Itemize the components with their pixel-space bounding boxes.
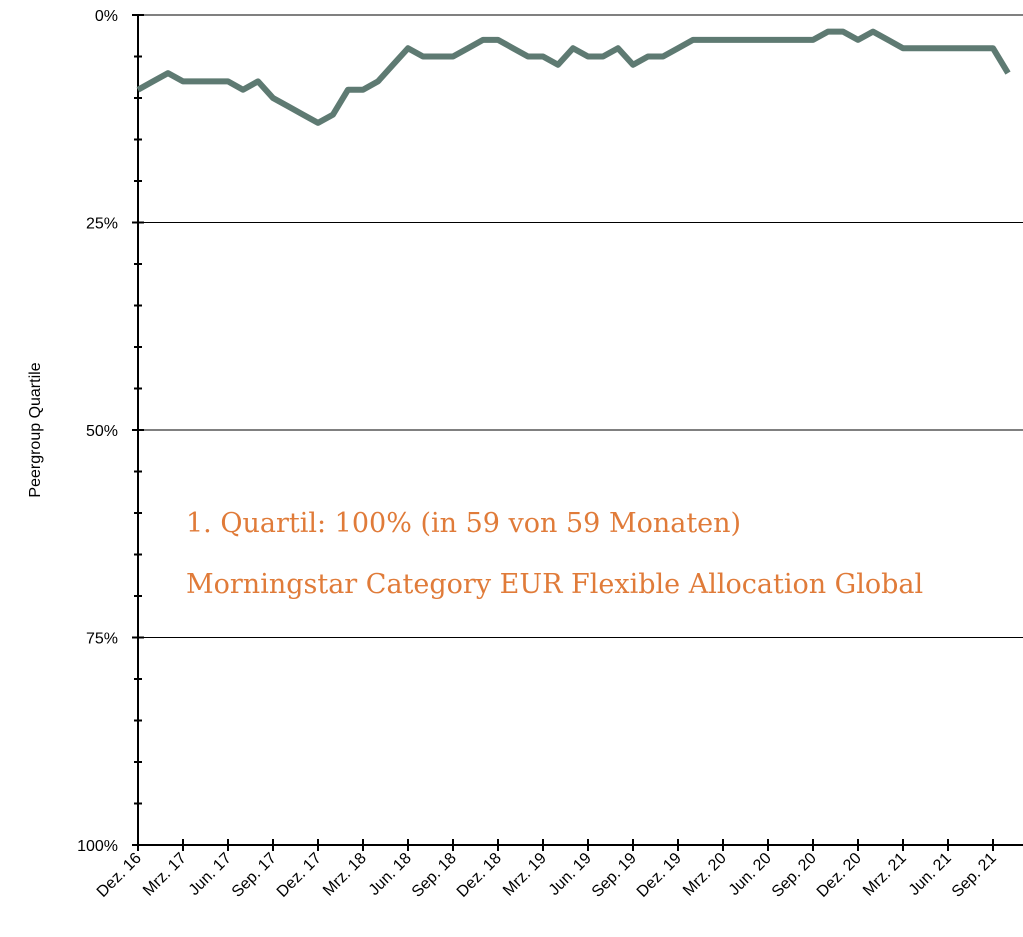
annotation: 1. Quartil: 100% (in 59 von 59 Monaten) [186, 508, 741, 539]
y-tick-label: 100% [77, 838, 118, 855]
x-tick-label: Dez. 19 [634, 850, 685, 901]
data-line [136, 28, 1011, 126]
x-tick-label: Dez. 18 [454, 850, 505, 901]
x-tick-label: Mrz. 19 [500, 850, 550, 900]
x-tick-label: Sep. 17 [229, 850, 280, 901]
x-tick-label: Jun. 19 [546, 850, 595, 899]
x-tick-label: Sep. 18 [409, 850, 460, 901]
x-tick-label: Sep. 20 [769, 850, 820, 901]
y-tick-label: 50% [86, 423, 118, 440]
x-tick-label: Mrz. 21 [860, 850, 910, 900]
x-tick-label: Dez. 16 [94, 850, 145, 901]
x-tick-label: Sep. 21 [949, 850, 1000, 901]
x-tick-label: Jun. 18 [366, 850, 415, 899]
y-tick-label: 25% [86, 216, 118, 233]
x-tick-label: Dez. 20 [814, 850, 865, 901]
x-tick-label: Jun. 20 [726, 850, 775, 899]
x-tick-label: Sep. 19 [589, 850, 640, 901]
x-tick-label: Mrz. 17 [140, 850, 190, 900]
x-tick-label: Mrz. 18 [320, 850, 370, 900]
y-tick-label: 75% [86, 631, 118, 648]
x-tick-label: Jun. 21 [906, 850, 955, 899]
x-tick-label: Jun. 17 [186, 850, 235, 899]
annotation: Morningstar Category EUR Flexible Alloca… [186, 569, 923, 600]
x-tick-label: Mrz. 20 [680, 850, 730, 900]
y-axis-label: Peergroup Quartile [27, 362, 44, 497]
x-tick-label: Dez. 17 [274, 850, 325, 901]
y-tick-label: 0% [95, 8, 118, 25]
